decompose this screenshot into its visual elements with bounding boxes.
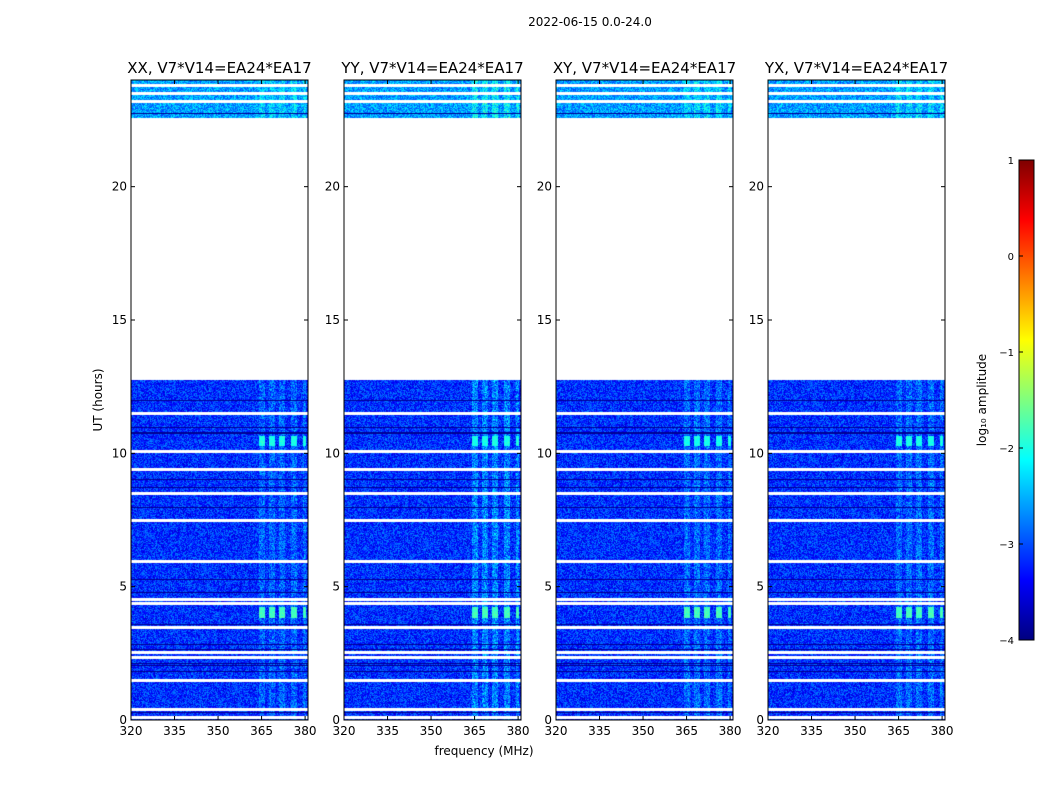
x-tick-label: 365 — [675, 724, 698, 738]
colorbar-tick-label: 0 — [1008, 252, 1014, 263]
x-tick-label: 350 — [844, 724, 867, 738]
x-tick-label: 320 — [120, 724, 143, 738]
panel-frame — [343, 79, 522, 721]
y-tick-label: 5 — [544, 580, 552, 594]
x-tick-label: 350 — [420, 724, 443, 738]
panel-xx: XX, V7*V14=EA24*EA17 320 335 350 365 380 0 5 10 1… — [112, 59, 317, 738]
colorbar-tick-label: −3 — [999, 540, 1014, 551]
y-tick-label: 5 — [119, 580, 127, 594]
colorbar-tick-label: −4 — [999, 636, 1014, 647]
panel-title: XX, V7*V14=EA24*EA17 — [127, 59, 311, 77]
y-tick-label: 10 — [537, 446, 552, 460]
x-tick-label: 380 — [931, 724, 954, 738]
y-tick-label: 15 — [537, 313, 552, 327]
x-tick-label: 320 — [545, 724, 568, 738]
y-tick-label: 5 — [332, 580, 340, 594]
y-tick-label: 0 — [756, 713, 764, 727]
y-tick-label: 0 — [119, 713, 127, 727]
panel-xy: XY, V7*V14=EA24*EA17 320 335 350 365 380 0 5 10 1… — [537, 59, 742, 738]
y-tick-label: 0 — [332, 713, 340, 727]
x-tick-label: 380 — [294, 724, 317, 738]
x-tick-label: 320 — [757, 724, 780, 738]
panels-group: XX, V7*V14=EA24*EA17 320 335 350 365 380 0 5 10 1… — [112, 59, 954, 738]
colorbar-gradient — [1018, 159, 1035, 641]
y-tick-label: 10 — [749, 446, 764, 460]
x-axis-label: frequency (MHz) — [434, 744, 533, 758]
colorbar-label: log₁₀ amplitude — [975, 354, 989, 446]
y-tick-label: 15 — [112, 313, 127, 327]
x-tick-label: 350 — [632, 724, 655, 738]
panel-frame — [555, 79, 734, 721]
colorbar-tick-label: 1 — [1008, 156, 1014, 167]
x-tick-label: 365 — [463, 724, 486, 738]
y-tick-label: 20 — [325, 180, 340, 194]
panel-title: XY, V7*V14=EA24*EA17 — [553, 59, 736, 77]
y-tick-label: 15 — [325, 313, 340, 327]
x-tick-label: 380 — [719, 724, 742, 738]
x-tick-label: 320 — [333, 724, 356, 738]
x-tick-label: 365 — [887, 724, 910, 738]
x-tick-label: 335 — [376, 724, 399, 738]
panel-yy: YY, V7*V14=EA24*EA17 320 335 350 365 380 0 5 10 1… — [325, 59, 530, 738]
panel-frame — [767, 79, 946, 721]
panel-frame — [130, 79, 309, 721]
x-tick-label: 365 — [250, 724, 273, 738]
x-tick-label: 350 — [207, 724, 230, 738]
heatmap-image — [131, 80, 308, 720]
x-tick-label: 335 — [163, 724, 186, 738]
colorbar-tick-label: −1 — [999, 348, 1014, 359]
panel-yx: YX, V7*V14=EA24*EA17 320 335 350 365 380 0 5 10 1… — [749, 59, 954, 738]
y-tick-label: 10 — [112, 446, 127, 460]
heatmap-image — [768, 80, 945, 720]
colorbar: 1 0 −1 −2 −3 −4 log₁₀ amplitude — [975, 156, 1035, 647]
y-tick-label: 20 — [537, 180, 552, 194]
panel-title: YY, V7*V14=EA24*EA17 — [340, 59, 523, 77]
y-tick-label: 20 — [112, 180, 127, 194]
x-tick-label: 335 — [800, 724, 823, 738]
x-tick-label: 380 — [507, 724, 530, 738]
heatmap-image — [556, 80, 733, 720]
y-tick-label: 15 — [749, 313, 764, 327]
colorbar-tick-label: −2 — [999, 444, 1014, 455]
panel-title: YX, V7*V14=EA24*EA17 — [764, 59, 948, 77]
y-tick-label: 10 — [325, 446, 340, 460]
y-axis-label: UT (hours) — [91, 368, 105, 431]
figure-title: 2022-06-15 0.0-24.0 — [528, 15, 652, 29]
x-tick-label: 335 — [588, 724, 611, 738]
y-tick-label: 0 — [544, 713, 552, 727]
y-tick-label: 5 — [756, 580, 764, 594]
heatmap-image — [344, 80, 521, 720]
y-tick-label: 20 — [749, 180, 764, 194]
